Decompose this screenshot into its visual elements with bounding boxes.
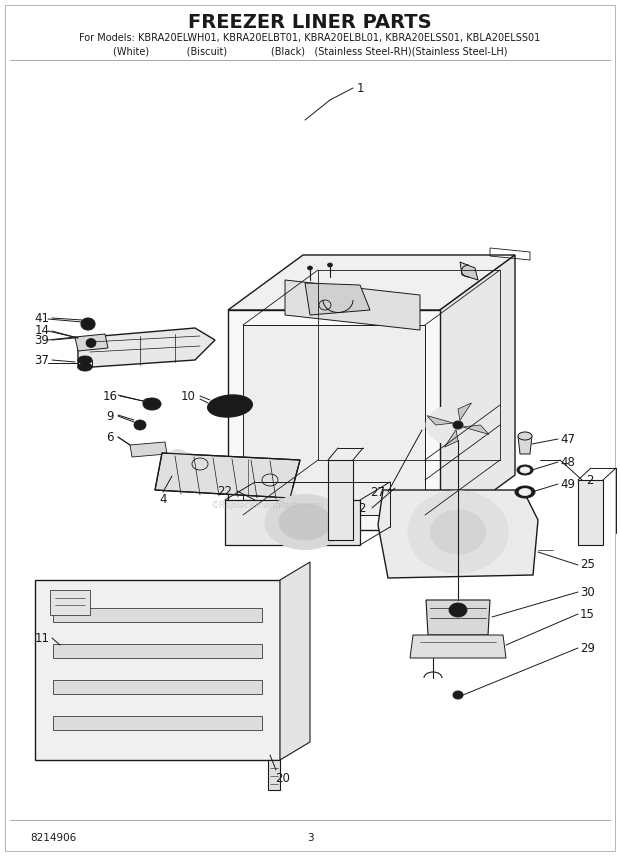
Text: 37: 37 [35, 354, 50, 366]
Polygon shape [445, 430, 458, 447]
Polygon shape [328, 460, 353, 540]
Ellipse shape [426, 404, 490, 446]
Polygon shape [53, 716, 262, 730]
Text: 20: 20 [275, 771, 290, 784]
Polygon shape [518, 436, 532, 454]
Text: 9: 9 [106, 409, 113, 423]
Polygon shape [53, 680, 262, 694]
Polygon shape [578, 480, 603, 545]
Text: 6: 6 [106, 431, 113, 443]
Ellipse shape [78, 356, 92, 364]
Text: 2: 2 [358, 502, 366, 514]
Polygon shape [285, 280, 420, 330]
Ellipse shape [517, 465, 533, 475]
Polygon shape [53, 644, 262, 658]
Polygon shape [50, 590, 90, 615]
Polygon shape [35, 580, 280, 760]
Ellipse shape [78, 363, 92, 371]
Ellipse shape [84, 321, 92, 327]
Text: For Models: KBRA20ELWH01, KBRA20ELBT01, KBRA20ELBL01, KBRA20ELSS01, KBLA20ELSS01: For Models: KBRA20ELWH01, KBRA20ELBT01, … [79, 33, 541, 43]
Text: 3: 3 [307, 833, 313, 843]
Polygon shape [243, 325, 425, 515]
Ellipse shape [449, 603, 467, 617]
Polygon shape [458, 403, 471, 420]
Text: 1: 1 [356, 81, 364, 94]
Ellipse shape [518, 432, 532, 440]
Ellipse shape [241, 405, 249, 412]
Ellipse shape [215, 399, 245, 413]
Text: FREEZER LINER PARTS: FREEZER LINER PARTS [188, 13, 432, 32]
Text: 11: 11 [35, 632, 50, 645]
Polygon shape [378, 490, 538, 578]
Ellipse shape [408, 491, 508, 573]
Text: 2: 2 [587, 473, 594, 486]
Ellipse shape [327, 263, 332, 267]
Ellipse shape [308, 266, 312, 270]
Text: 27: 27 [371, 485, 386, 498]
Polygon shape [463, 425, 489, 435]
Polygon shape [228, 255, 515, 310]
Text: 14: 14 [35, 324, 50, 337]
Polygon shape [78, 328, 215, 368]
Text: ©ReplacementParts.com: ©ReplacementParts.com [211, 501, 325, 509]
Text: 41: 41 [35, 312, 50, 324]
Polygon shape [426, 600, 490, 635]
Text: 25: 25 [580, 558, 595, 572]
Ellipse shape [515, 486, 535, 498]
Ellipse shape [134, 420, 146, 430]
Ellipse shape [453, 421, 463, 429]
Text: 47: 47 [560, 432, 575, 445]
Text: 8214906: 8214906 [30, 833, 76, 843]
Polygon shape [268, 760, 280, 790]
Text: 10: 10 [180, 389, 195, 402]
Polygon shape [410, 635, 506, 658]
Polygon shape [460, 262, 478, 280]
Ellipse shape [520, 467, 530, 473]
Polygon shape [75, 334, 108, 351]
Text: 39: 39 [35, 334, 50, 347]
Text: 48: 48 [560, 455, 575, 468]
Polygon shape [440, 255, 515, 530]
Polygon shape [225, 500, 360, 545]
Ellipse shape [211, 400, 219, 407]
Ellipse shape [208, 395, 252, 417]
Polygon shape [53, 608, 262, 622]
Polygon shape [280, 562, 310, 760]
Text: 15: 15 [580, 608, 595, 621]
Polygon shape [130, 442, 167, 457]
Text: 22: 22 [218, 484, 232, 497]
Ellipse shape [86, 338, 96, 348]
Ellipse shape [430, 510, 485, 554]
Ellipse shape [453, 691, 463, 699]
Text: 30: 30 [580, 586, 595, 598]
Ellipse shape [279, 504, 331, 540]
Polygon shape [155, 453, 300, 498]
Polygon shape [228, 310, 440, 530]
Text: 49: 49 [560, 478, 575, 490]
Text: (White)            (Biscuit)              (Black)   (Stainless Steel-RH)(Stainle: (White) (Biscuit) (Black) (Stainless Ste… [113, 46, 507, 56]
Ellipse shape [143, 398, 161, 410]
Ellipse shape [519, 489, 531, 496]
Ellipse shape [168, 449, 188, 463]
Text: 4: 4 [159, 492, 167, 506]
Ellipse shape [81, 318, 95, 330]
Text: 16: 16 [102, 389, 118, 402]
Text: 29: 29 [580, 641, 595, 655]
Polygon shape [427, 415, 453, 425]
Ellipse shape [265, 495, 345, 550]
Polygon shape [305, 283, 370, 315]
Ellipse shape [274, 487, 296, 501]
